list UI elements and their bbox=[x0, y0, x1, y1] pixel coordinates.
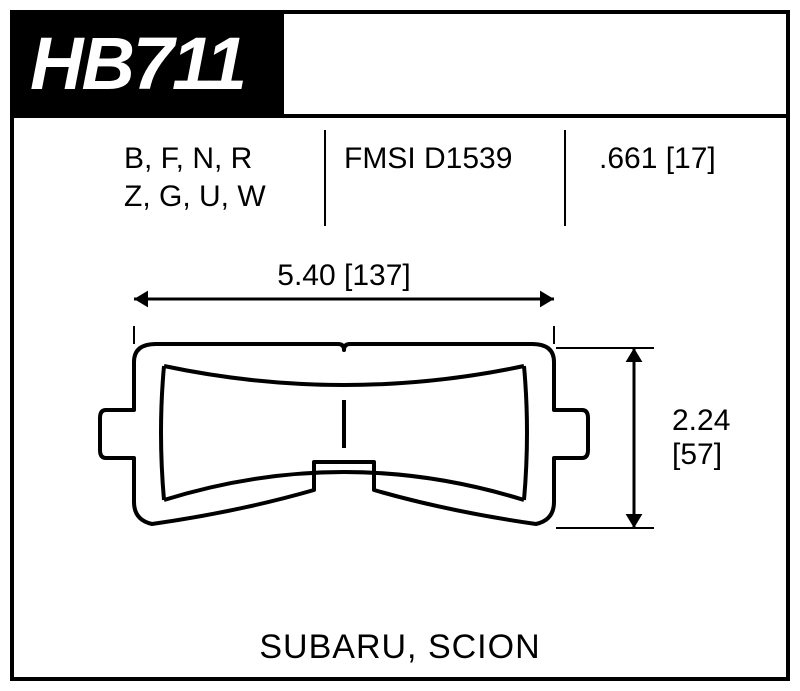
part-number-text: HB711 bbox=[30, 22, 245, 105]
part-number-title: HB711 bbox=[14, 14, 284, 114]
fmsi-code: FMSI D1539 bbox=[344, 142, 512, 176]
svg-text:2.24: 2.24 bbox=[672, 404, 730, 437]
spec-frame: HB711 B, F, N, R Z, G, U, W FMSI D1539 .… bbox=[10, 10, 790, 681]
thickness-value: .661 [17] bbox=[599, 142, 716, 176]
header-separator-1 bbox=[324, 130, 326, 226]
brake-pad-diagram: 5.40 [137] 2.24[57] bbox=[14, 244, 794, 604]
compounds-line1: B, F, N, R bbox=[124, 142, 252, 176]
compounds-line2: Z, G, U, W bbox=[124, 180, 266, 214]
vehicle-makes: SUBARU, SCION bbox=[14, 628, 786, 667]
header-separator-2 bbox=[564, 130, 566, 226]
svg-text:[57]: [57] bbox=[672, 438, 722, 471]
svg-text:5.40 [137]: 5.40 [137] bbox=[277, 259, 410, 292]
header-rule bbox=[14, 114, 786, 118]
